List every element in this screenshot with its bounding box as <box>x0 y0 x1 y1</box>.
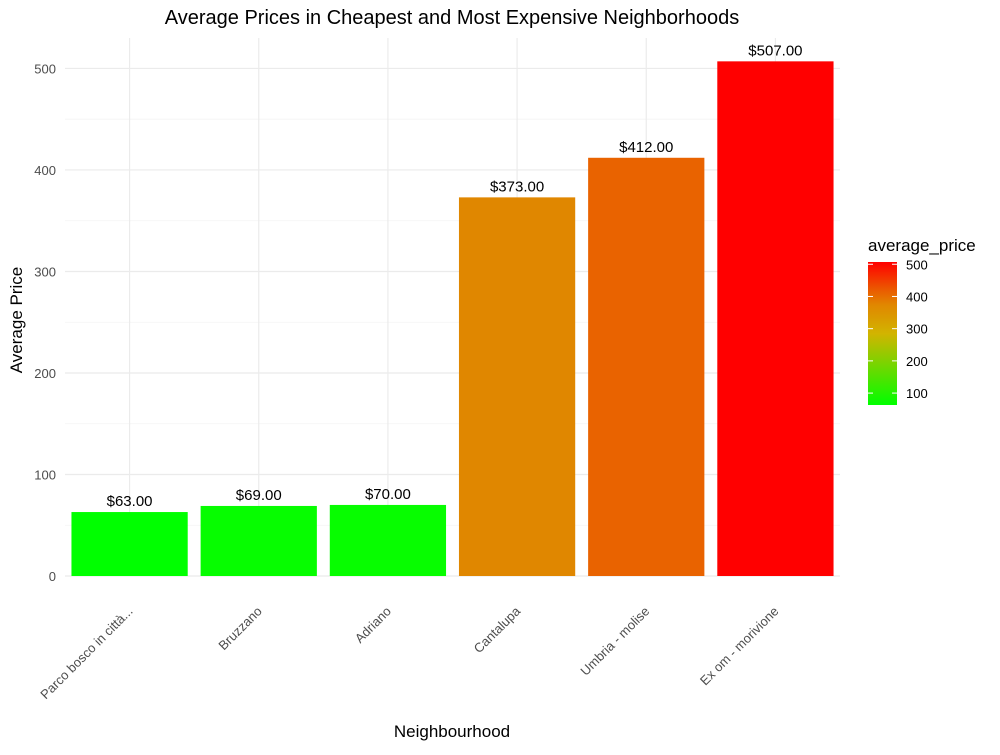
y-tick-label: 300 <box>34 264 56 279</box>
x-tick-label: Umbria - molise <box>577 604 652 679</box>
x-tick-label: Ex om - morivione <box>697 604 782 689</box>
bars <box>71 61 834 576</box>
bar <box>458 197 576 576</box>
bar <box>71 512 188 576</box>
x-tick-label: Cantalupa <box>471 603 524 656</box>
bar-value-label: $63.00 <box>107 493 153 510</box>
legend-tick-label: 500 <box>906 257 928 272</box>
y-axis-title: Average Price <box>7 267 26 373</box>
legend-ticks: 100 200 300 400 500 <box>868 257 928 401</box>
y-tick-label: 500 <box>34 61 56 76</box>
bar <box>588 157 705 576</box>
y-tick-label: 100 <box>34 467 56 482</box>
bar <box>200 505 317 576</box>
legend-tick-label: 100 <box>906 386 928 401</box>
legend-tick-label: 300 <box>906 322 928 337</box>
y-tick-label: 400 <box>34 163 56 178</box>
bar <box>329 504 447 576</box>
legend-tick-label: 200 <box>906 354 928 369</box>
bar <box>717 61 834 576</box>
chart-title: Average Prices in Cheapest and Most Expe… <box>165 7 739 29</box>
y-tick-label: 0 <box>49 569 56 584</box>
color-legend: average_price 100 200 300 400 500 <box>868 236 976 405</box>
bar-value-label: $69.00 <box>236 487 282 504</box>
data-labels: $63.00 $69.00 $70.00 $373.00 $412.00 $507.00 <box>107 42 803 510</box>
bar-value-label: $412.00 <box>619 139 673 156</box>
bar-value-label: $507.00 <box>748 42 802 59</box>
x-tick-label: Bruzzano <box>215 604 264 653</box>
legend-title: average_price <box>868 236 976 255</box>
legend-colorbar <box>868 262 897 405</box>
legend-tick-label: 400 <box>906 289 928 304</box>
bar-value-label: $70.00 <box>365 486 411 503</box>
y-tick-label: 200 <box>34 366 56 381</box>
x-tick-label: Parco bosco in città... <box>37 604 135 702</box>
x-tick-label: Adriano <box>352 604 394 646</box>
bar-value-label: $373.00 <box>490 178 544 195</box>
x-axis-title: Neighbourhood <box>394 722 510 741</box>
